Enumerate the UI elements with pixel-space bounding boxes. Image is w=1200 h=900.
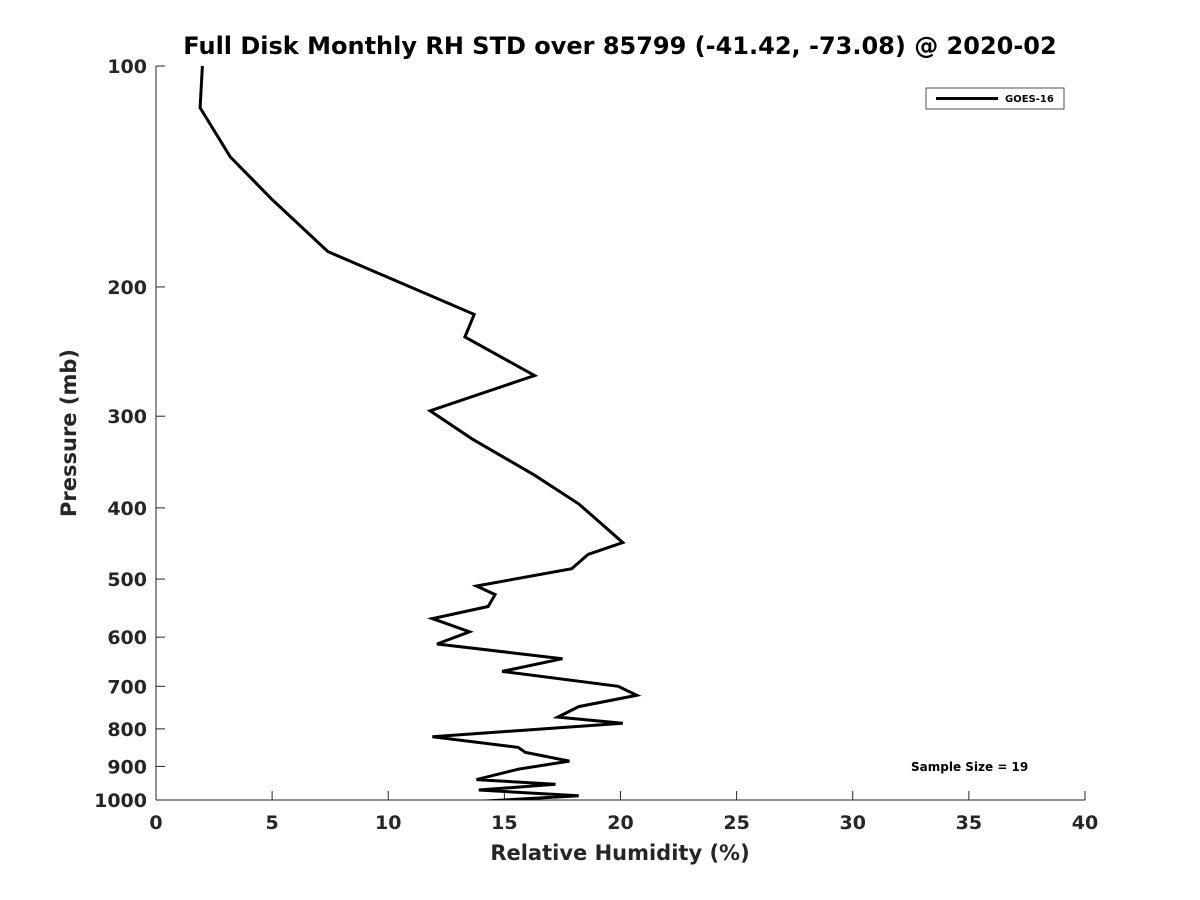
series-line-goes-16 — [198, 66, 642, 800]
y-axis-label: Pressure (mb) — [57, 349, 81, 517]
x-axis-label: Relative Humidity (%) — [490, 841, 749, 865]
x-tick-label: 40 — [1072, 812, 1098, 834]
x-tick-label: 25 — [723, 812, 749, 834]
y-tick-label: 600 — [107, 627, 147, 649]
x-tick-label: 15 — [491, 812, 517, 834]
chart-title: Full Disk Monthly RH STD over 85799 (-41… — [183, 32, 1056, 60]
y-tick-label: 100 — [107, 56, 147, 78]
y-axis-ticks: 100 200 300 400 500 600 700 800 900 1000 — [94, 56, 165, 812]
series-layer — [198, 66, 642, 800]
x-axis-ticks: 0 5 10 15 20 25 30 35 40 — [149, 791, 1098, 834]
y-tick-label: 900 — [107, 756, 147, 778]
x-tick-label: 30 — [840, 812, 866, 834]
x-tick-label: 35 — [956, 812, 982, 834]
y-tick-label: 800 — [107, 719, 147, 741]
x-tick-label: 10 — [375, 812, 401, 834]
x-tick-label: 5 — [266, 812, 279, 834]
y-tick-label: 300 — [107, 406, 147, 428]
y-tick-label: 1000 — [94, 790, 147, 812]
legend-entry-goes-16: GOES-16 — [1005, 94, 1054, 105]
y-tick-label: 700 — [107, 676, 147, 698]
sample-size-annotation: Sample Size = 19 — [911, 760, 1028, 774]
y-tick-label: 200 — [107, 277, 147, 299]
x-tick-label: 0 — [149, 812, 162, 834]
legend: GOES-16 — [925, 87, 1065, 110]
x-tick-label: 20 — [607, 812, 633, 834]
y-tick-label: 500 — [107, 569, 147, 591]
y-tick-label: 400 — [107, 498, 147, 520]
